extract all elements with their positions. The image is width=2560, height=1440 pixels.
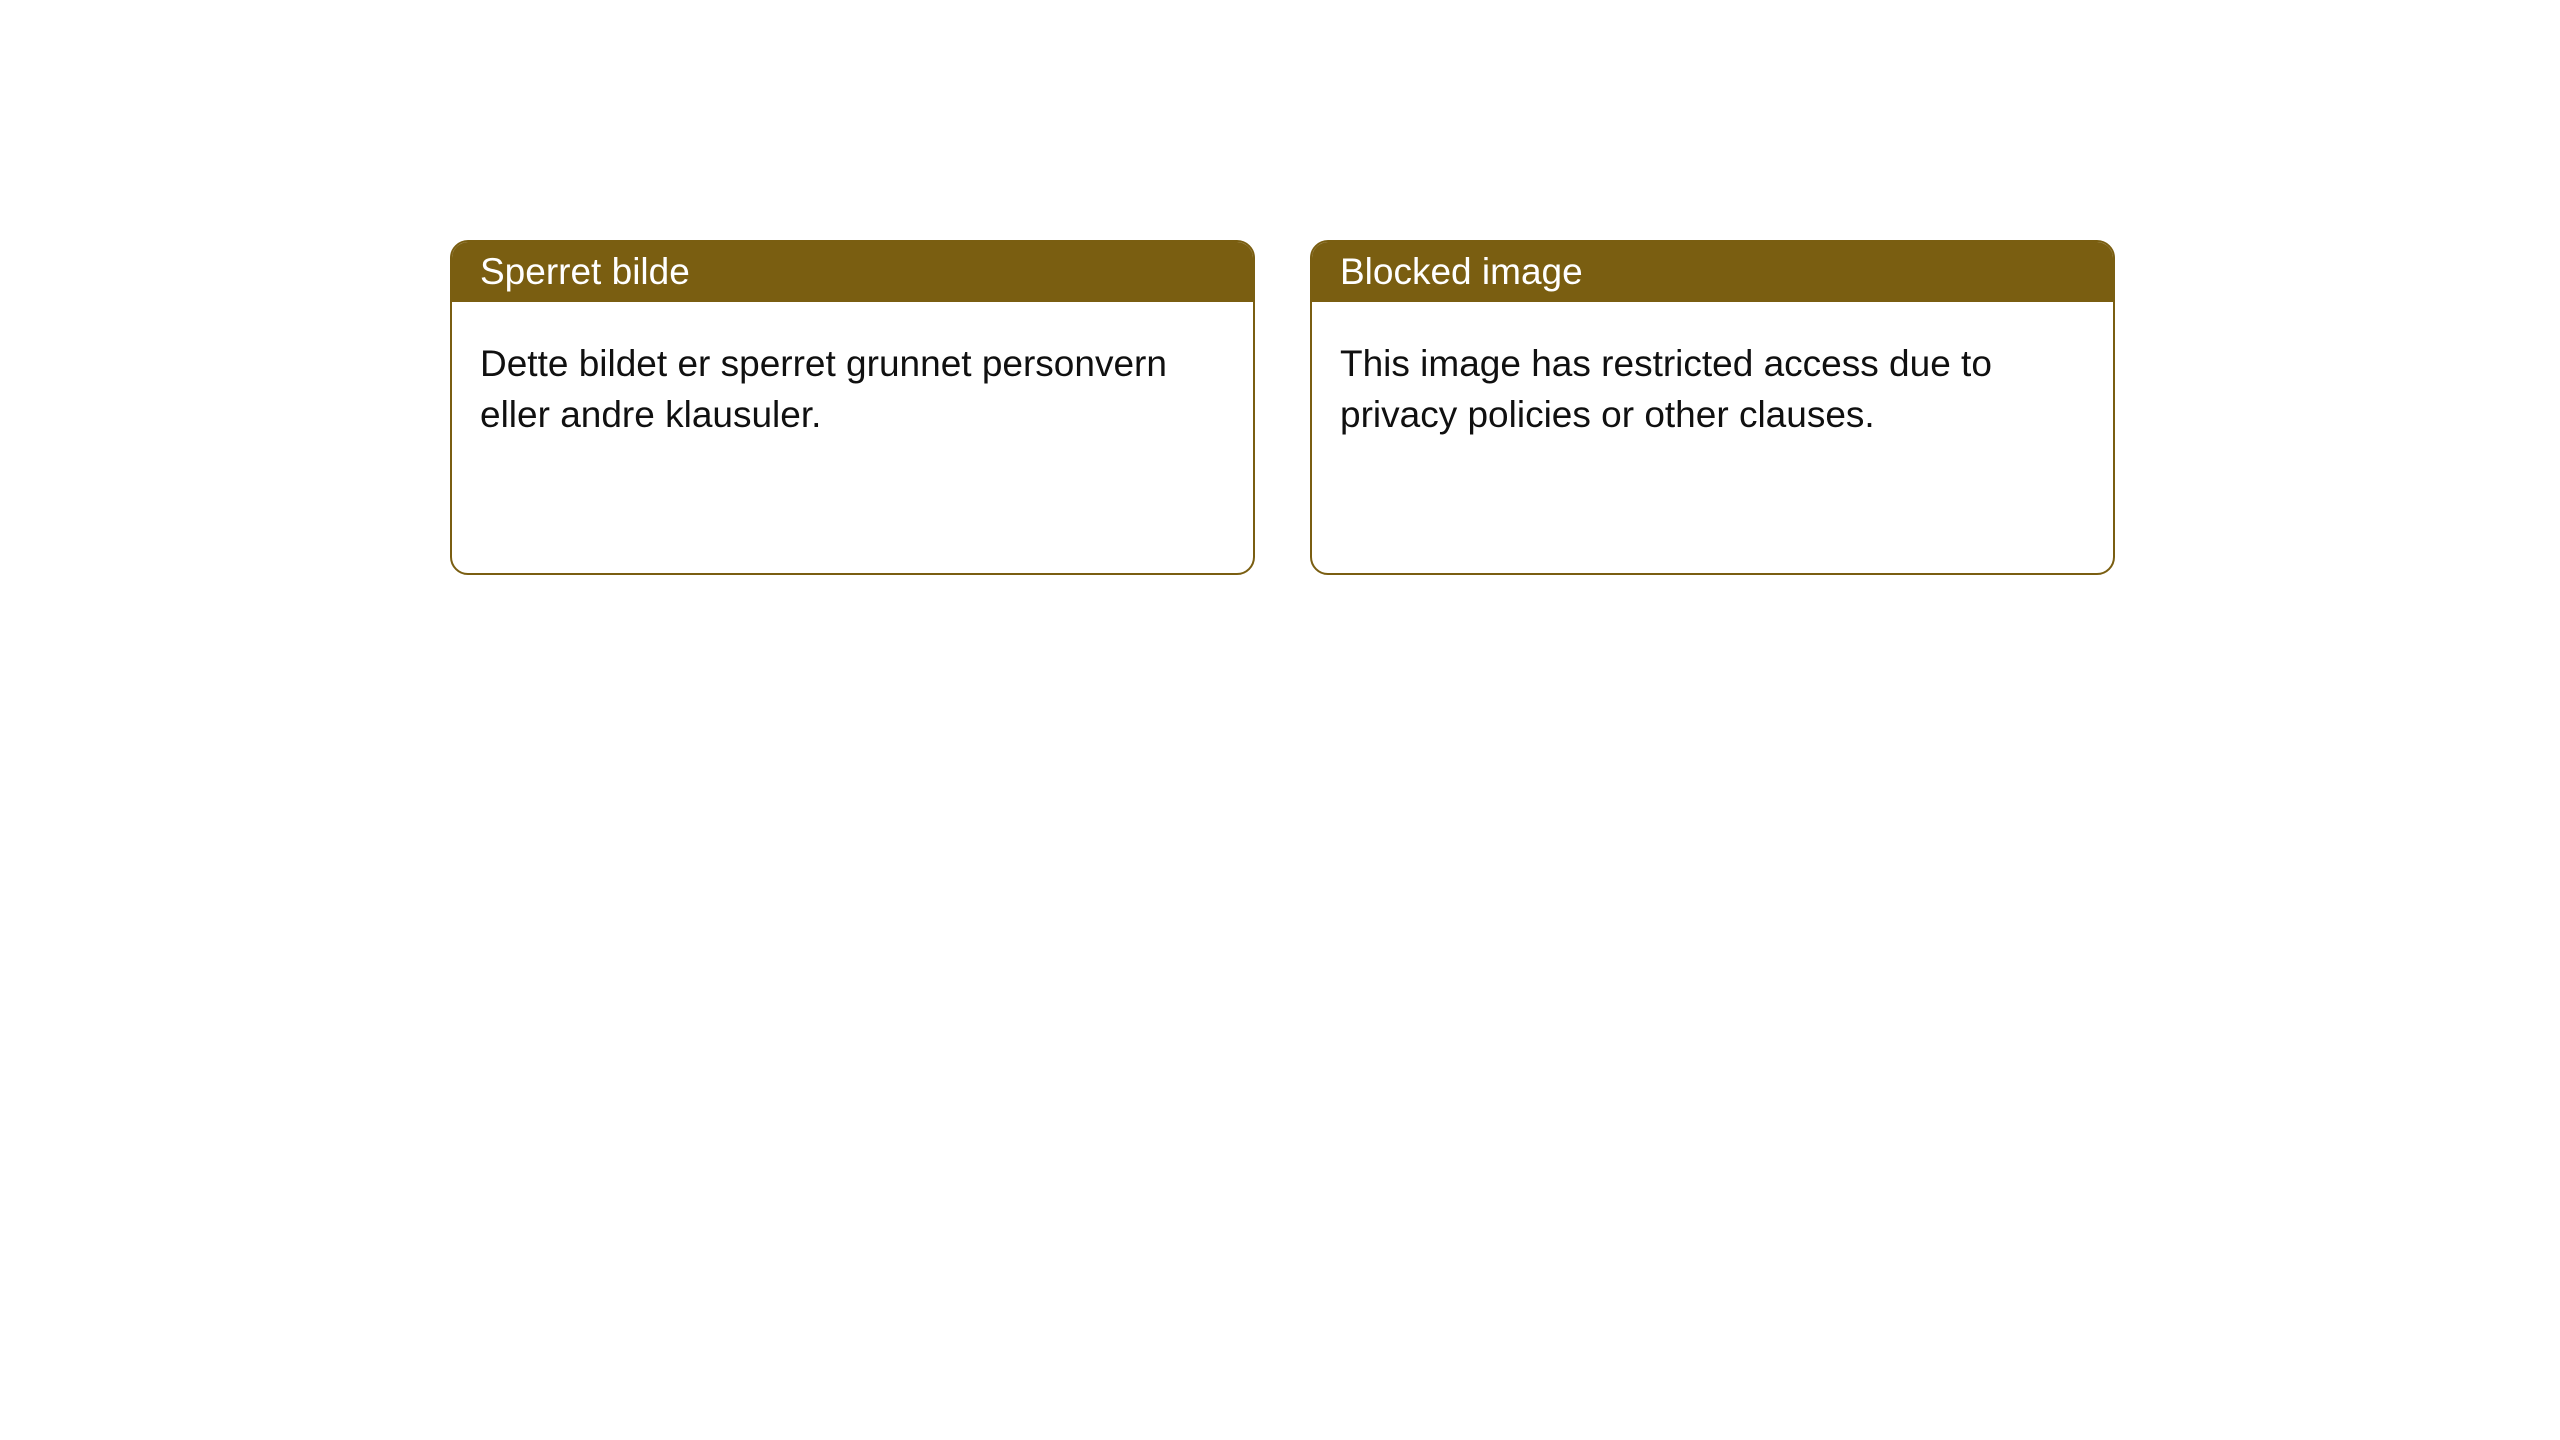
notice-header: Sperret bilde [452,242,1253,302]
notice-header: Blocked image [1312,242,2113,302]
notice-body: This image has restricted access due to … [1312,302,2113,476]
notice-container: Sperret bilde Dette bildet er sperret gr… [0,0,2560,575]
notice-card-english: Blocked image This image has restricted … [1310,240,2115,575]
notice-card-norwegian: Sperret bilde Dette bildet er sperret gr… [450,240,1255,575]
notice-body: Dette bildet er sperret grunnet personve… [452,302,1253,476]
